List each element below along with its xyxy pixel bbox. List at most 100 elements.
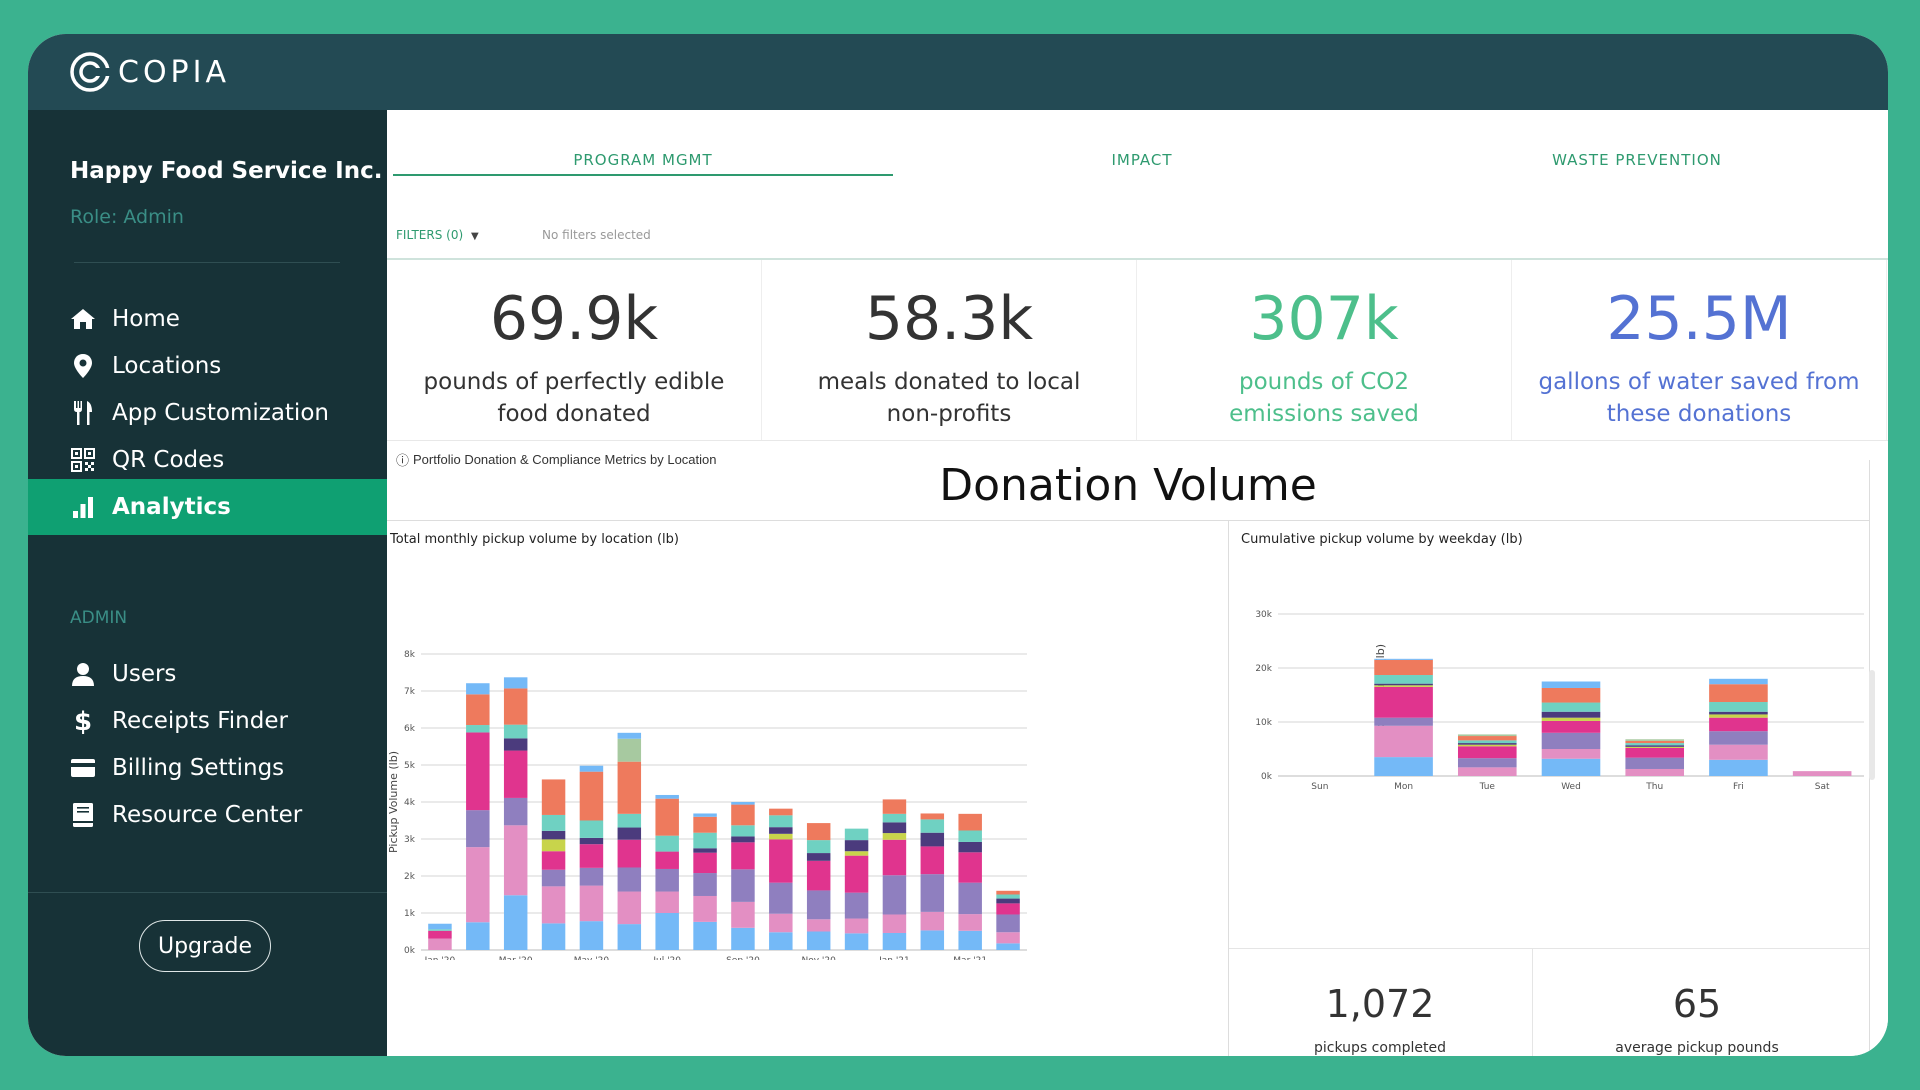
bar-segment (1374, 659, 1433, 676)
bar-segment (1457, 767, 1517, 776)
bar-segment (806, 931, 831, 950)
app-window: COPIA Happy Food Service Inc. Role: Admi… (28, 34, 1888, 1056)
copia-logo[interactable]: COPIA (68, 48, 230, 96)
kpi-label: gallons of water saved from these donati… (1538, 369, 1860, 427)
sidebar-item-users[interactable]: Users (28, 646, 387, 702)
bar-segment (541, 814, 566, 831)
bar-segment (1625, 743, 1685, 746)
weekday-pickup-chart: 0k10k20k30kPickup Volume (lb)SunMonTueWe… (1255, 610, 1864, 792)
bar-segment (996, 898, 1020, 904)
bar-segment (1541, 687, 1601, 703)
bar-segment (806, 853, 831, 861)
stat-value: 1,072 (1325, 982, 1435, 1026)
bar-segment (1457, 758, 1517, 768)
x-tick-label: Tue (1479, 782, 1496, 792)
kpi-label: pounds of perfectly edible food donated (423, 369, 725, 427)
bar-segment (958, 882, 982, 915)
scrollbar-thumb[interactable] (1869, 670, 1875, 780)
upgrade-button[interactable]: Upgrade (139, 920, 271, 972)
sidebar-item-label: Locations (112, 353, 222, 379)
tab-program-mgmt[interactable]: PROGRAM MGMT (393, 140, 893, 176)
x-tick-label: May '20 (574, 956, 610, 960)
bar-segment (920, 930, 945, 950)
kpi-label: meals donated to local non-profits (817, 369, 1081, 427)
home-icon (68, 304, 98, 334)
qr-code-icon (68, 445, 98, 475)
bar-segment (882, 822, 907, 834)
bar-segment (958, 852, 982, 883)
sidebar-item-analytics[interactable]: Analytics (28, 479, 387, 535)
bar-segment (1541, 758, 1601, 776)
user-role: Role: Admin (70, 206, 184, 228)
bar-segment (579, 765, 604, 772)
bar-segment (806, 860, 831, 891)
bar-segment (731, 802, 755, 805)
sidebar-item-resource-center[interactable]: Resource Center (28, 787, 387, 843)
top-bar: COPIA (28, 34, 1888, 110)
portfolio-link[interactable]: ⓘ Portfolio Donation & Compliance Metric… (396, 450, 717, 469)
bar-segment (882, 914, 907, 933)
bar-segment (466, 847, 490, 923)
bar-segment (1457, 734, 1517, 737)
x-tick-label: Wed (1561, 782, 1581, 792)
sidebar-item-billing-settings[interactable]: Billing Settings (28, 740, 387, 796)
bar-segment (1709, 717, 1768, 732)
sidebar-item-receipts-finder[interactable]: $ Receipts Finder (28, 693, 387, 749)
bar-segment (731, 842, 755, 870)
bar-segment (579, 844, 604, 868)
y-tick-label: 30k (1255, 610, 1272, 620)
brand-name: COPIA (118, 54, 231, 90)
bar-segment (1374, 658, 1433, 660)
bar-segment (428, 923, 452, 930)
filters-dropdown[interactable]: FILTERS (0) ▼ (396, 228, 479, 242)
tab-waste-prevention[interactable]: WASTE PREVENTION (1552, 151, 1722, 169)
y-tick-label: 6k (404, 724, 416, 734)
bar-segment (466, 810, 490, 848)
kpi-label: pounds of CO2 emissions saved (1229, 369, 1419, 427)
bar-segment (731, 901, 755, 928)
sidebar-item-locations[interactable]: Locations (28, 338, 387, 394)
sidebar-item-qr-codes[interactable]: QR Codes (28, 432, 387, 488)
x-tick-label: Mon (1394, 782, 1413, 792)
filter-divider (387, 258, 1888, 260)
bar-segment (1709, 678, 1768, 685)
stats-divider (1532, 948, 1533, 1056)
stat-label: pickups completed (1314, 1040, 1446, 1056)
x-tick-label: Sun (1311, 782, 1328, 792)
bar-segment (503, 750, 528, 798)
bar-segment (503, 895, 528, 950)
x-tick-label: Mar '21 (953, 956, 987, 960)
sidebar-item-app-customization[interactable]: App Customization (28, 385, 387, 441)
bar-segment (731, 836, 755, 843)
y-axis-label: Pickup Volume (lb) (387, 751, 400, 853)
bar-segment (882, 833, 907, 840)
bar-segment (806, 919, 831, 932)
bar-segment (996, 914, 1020, 933)
sidebar-item-label: Analytics (112, 494, 231, 520)
bar-segment (1374, 675, 1433, 684)
bar-segment (958, 813, 982, 831)
credit-card-icon (68, 753, 98, 783)
weekday-chart-title: Cumulative pickup volume by weekday (lb) (1241, 532, 1523, 547)
fork-knife-icon (68, 398, 98, 428)
sidebar-item-label: Resource Center (112, 802, 303, 828)
x-tick-label: Jan '20 (424, 956, 456, 960)
bar-segment (1374, 686, 1433, 718)
bar-segment (579, 771, 604, 821)
sidebar-item-home[interactable]: Home (28, 291, 387, 347)
bar-segment (1625, 740, 1685, 744)
bar-segment (1709, 714, 1768, 718)
bar-segment (693, 832, 717, 849)
sidebar-divider (74, 262, 340, 263)
bar-segment (769, 839, 793, 883)
bar-segment (882, 932, 907, 950)
bar-segment (1541, 702, 1601, 712)
x-tick-label: Jul '20 (652, 956, 681, 960)
bar-segment (541, 779, 566, 815)
bar-segment (503, 688, 528, 725)
sidebar-divider (28, 892, 387, 893)
bar-segment (617, 738, 642, 762)
tab-impact[interactable]: IMPACT (1111, 151, 1173, 169)
bar-segment (617, 732, 642, 739)
bar-segment (693, 921, 717, 950)
